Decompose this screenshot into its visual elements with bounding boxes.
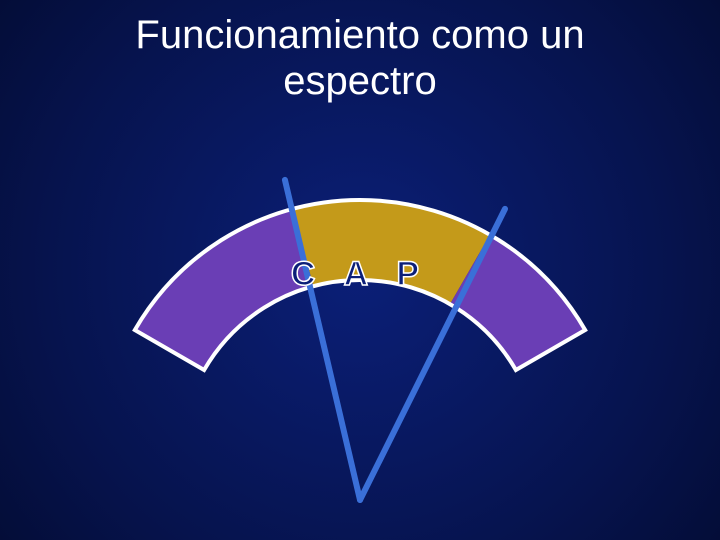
title-line-2: espectro (283, 59, 436, 103)
center-label: C A P (0, 255, 720, 294)
spectrum-diagram (60, 150, 660, 510)
title-line-1: Funcionamiento como un (135, 13, 584, 57)
slide-title: Funcionamiento como un espectro (0, 12, 720, 104)
spectrum-svg (60, 150, 660, 510)
